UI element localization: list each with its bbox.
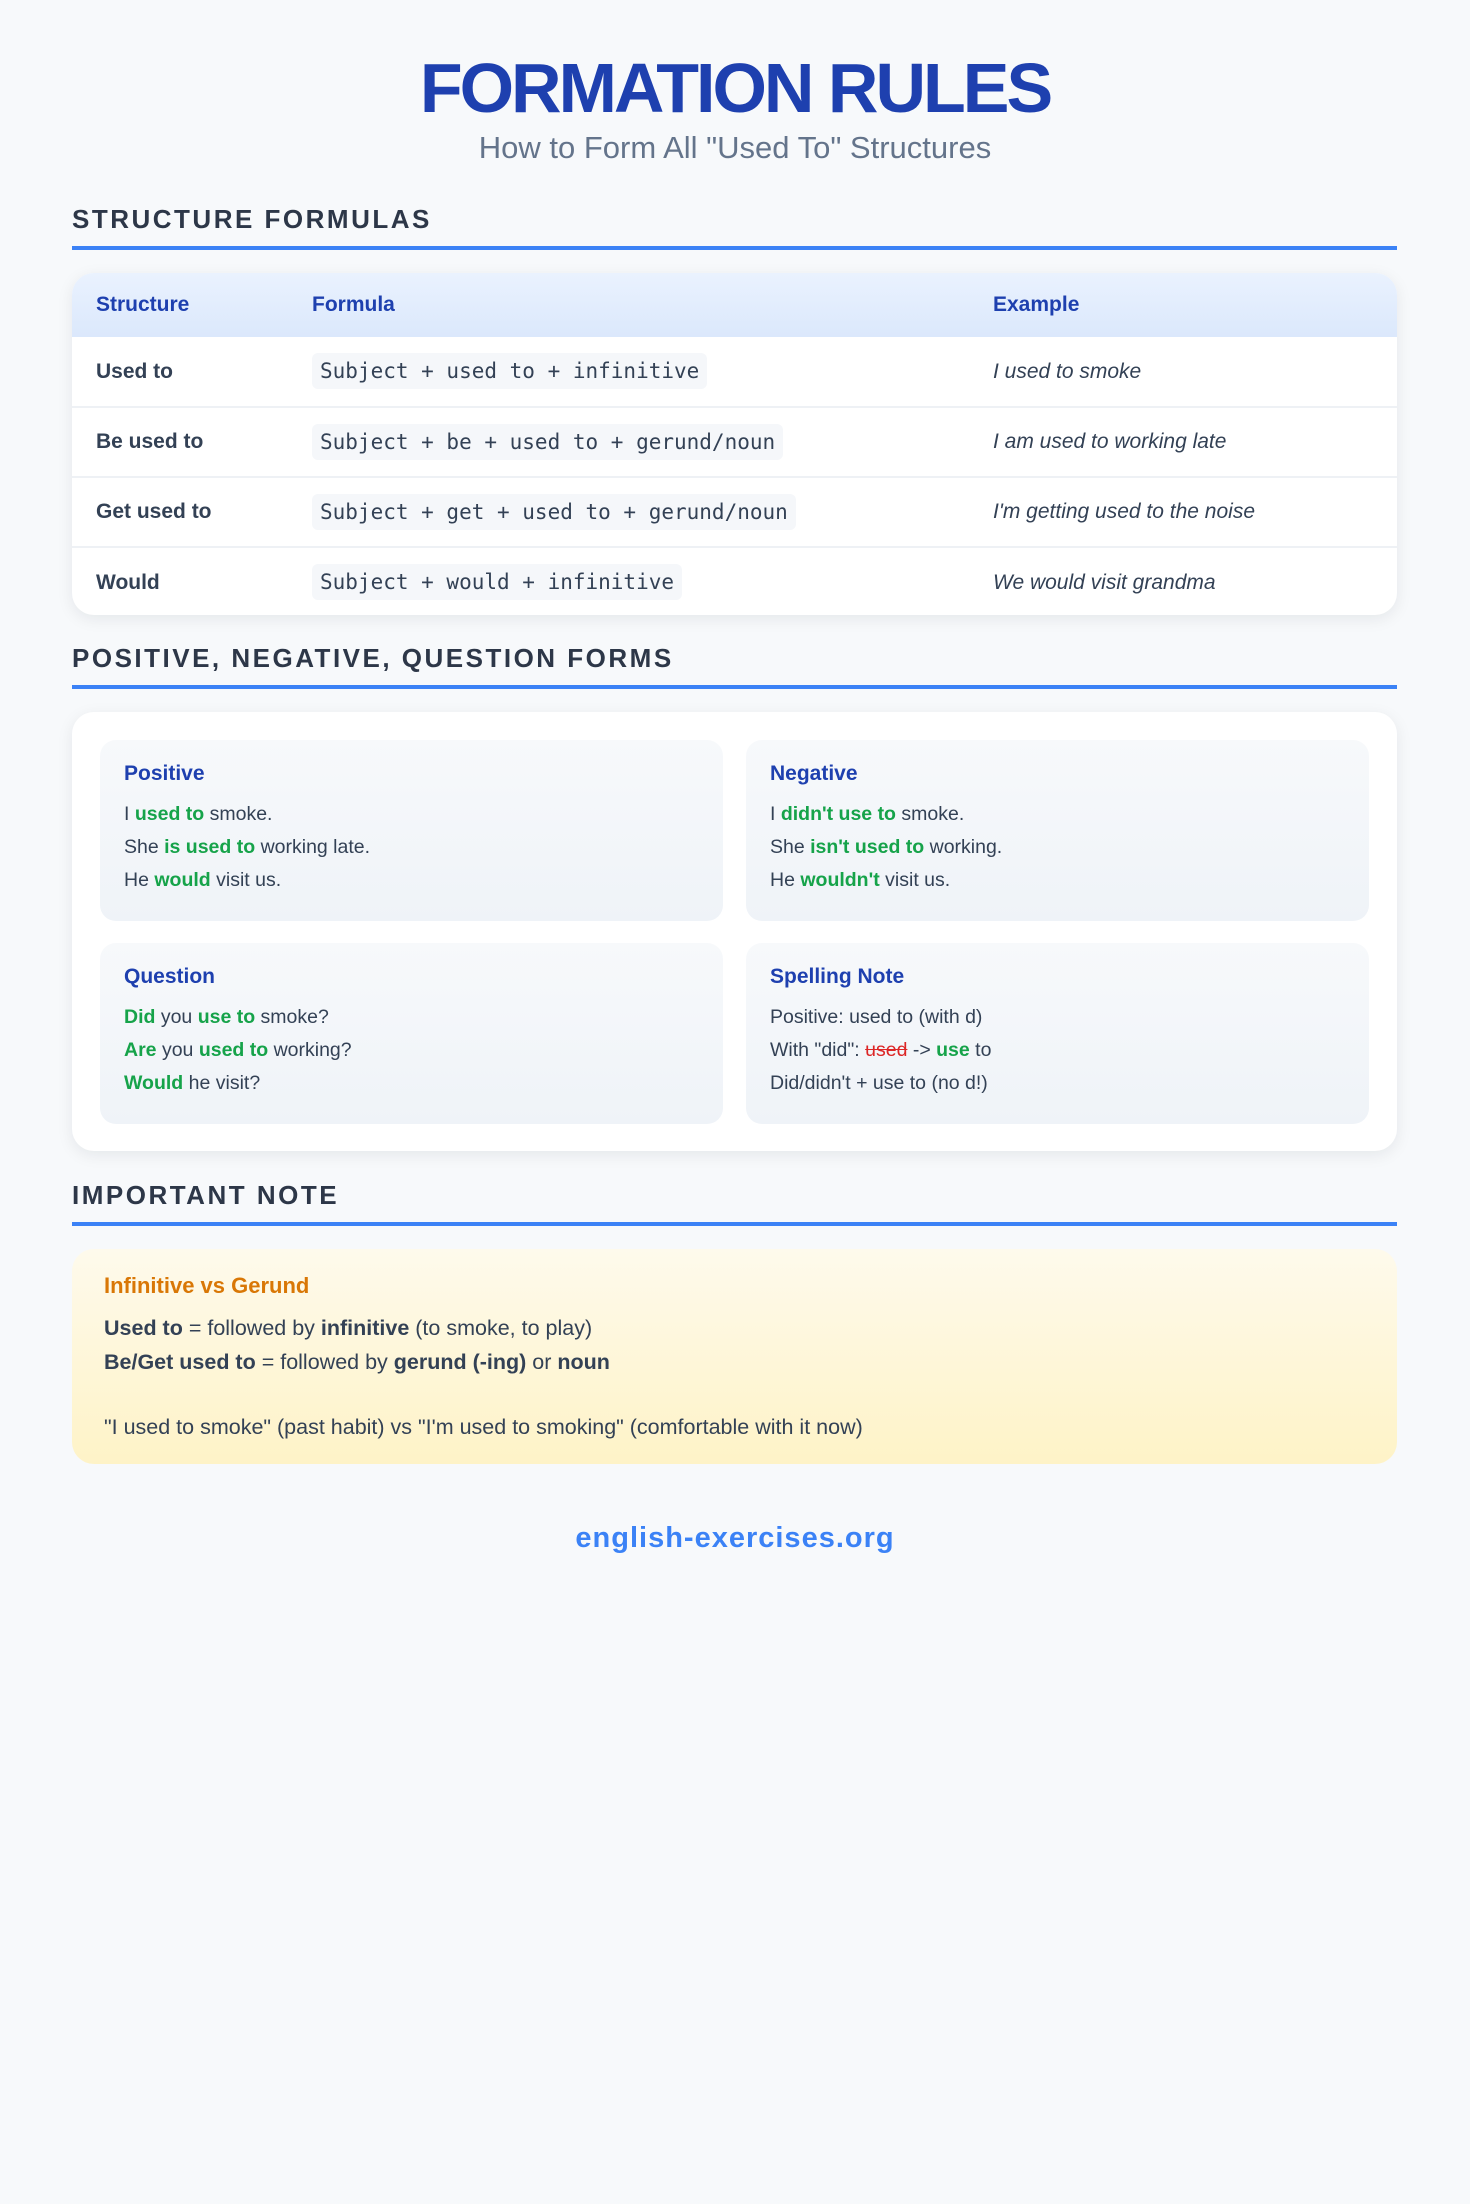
example-cell: We would visit grandma [993,546,1397,615]
example-line: Did you use to smoke? [124,1006,329,1028]
page-subtitle: How to Form All "Used To" Structures [478,130,992,165]
header-formula: Formula [312,273,993,337]
table-row: Used to Subject + used to + infinitive I u… [72,337,1397,407]
note-line: Used to = followed by infinitive (to smo… [104,1316,593,1340]
example-line: He wouldn't visit us. [770,869,951,891]
note-line: "I used to smoke" (past habit) vs "I'm u… [104,1415,863,1439]
example-line: He would visit us. [124,869,282,891]
header-structure: Structure [72,273,312,337]
example-line: I didn't use to smoke. [770,803,965,825]
example-line: Would he visit? [124,1072,261,1094]
table-row: Get used to Subject + get + used to + ger… [72,476,1397,547]
positive-title: Positive [124,762,205,785]
example-line: Are you used to working? [124,1039,352,1061]
note-line: Be/Get used to = followed by gerund (-in… [104,1350,610,1374]
question-title: Question [124,965,216,988]
section-heading-formulas: STRUCTURE FORMULAS [72,204,1397,250]
structure-cell: Get used to [72,476,312,547]
formula-cell: Subject + get + used to + gerund/noun [312,493,796,530]
spelling-title: Spelling Note [770,965,905,988]
example-line: I used to smoke. [124,803,273,825]
spelling-line: Did/didn't + use to (no d!) [770,1072,988,1094]
structure-cell: Be used to [72,406,312,477]
structure-cell: Would [72,546,312,615]
important-note-box: Infinitive vs Gerund Used to = followed … [72,1249,1397,1464]
header-example: Example [993,273,1397,337]
formula-cell: Subject + used to + infinitive [312,353,708,389]
page-title: FORMATION RULES [419,49,1053,127]
positive-box: Positive I used to smoke. She is used to… [100,740,723,921]
note-title: Infinitive vs Gerund [104,1273,310,1298]
structure-cell: Used to [96,359,174,383]
formula-cell: Subject + be + used to + gerund/noun [312,423,784,460]
spelling-box: Spelling Note Positive: used to (with d)… [746,943,1369,1124]
forms-card: Positive I used to smoke. She is used to… [72,712,1397,1151]
table-row: Be used to Subject + be + used to + gerun… [72,406,1397,477]
spelling-line: Positive: used to (with d) [770,1006,983,1028]
negative-title: Negative [770,762,858,785]
question-box: Question Did you use to smoke? Are you u… [100,943,723,1124]
table-header-row: Structure Formula Example [72,273,1397,337]
table-row: Would Subject + would + infinitive We woul… [72,546,1397,615]
example-cell: I am used to working late [993,406,1397,477]
footer-link[interactable]: english-exercises.org [575,1522,895,1554]
example-cell: I'm getting used to the noise [993,476,1397,547]
section-heading-forms: POSITIVE, NEGATIVE, QUESTION FORMS [72,643,1397,689]
example-cell: I used to smoke [993,359,1142,383]
spelling-line: With "did": used -> use to [770,1039,992,1061]
formulas-table: Structure Formula Example Used to Subject… [72,273,1397,615]
formula-cell: Subject + would + infinitive [312,564,683,600]
negative-box: Negative I didn't use to smoke. She isn'… [746,740,1369,921]
example-line: She isn't used to working. [770,836,1003,858]
formulas-table-card: Structure Formula Example Used to Subject… [72,273,1397,615]
example-line: She is used to working late. [124,836,371,858]
section-heading-note: IMPORTANT NOTE [72,1180,1397,1226]
